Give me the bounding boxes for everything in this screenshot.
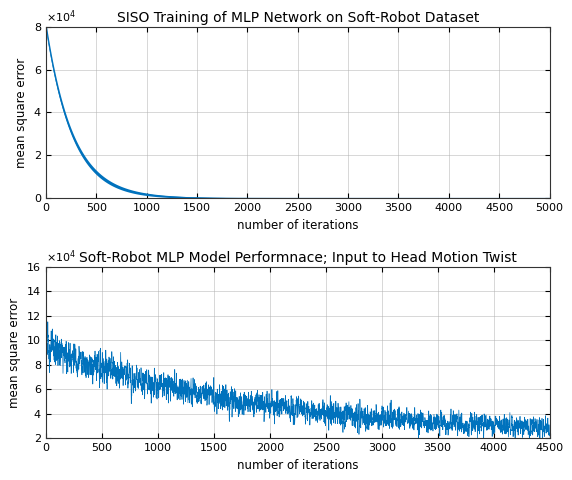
Text: $\times 10^4$: $\times 10^4$ bbox=[46, 8, 76, 25]
X-axis label: number of iterations: number of iterations bbox=[237, 459, 359, 472]
Title: Soft-Robot MLP Model Performnace; Input to Head Motion Twist: Soft-Robot MLP Model Performnace; Input … bbox=[79, 252, 517, 265]
X-axis label: number of iterations: number of iterations bbox=[237, 219, 359, 232]
Title: SISO Training of MLP Network on Soft-Robot Dataset: SISO Training of MLP Network on Soft-Rob… bbox=[117, 12, 479, 25]
Y-axis label: mean square error: mean square error bbox=[9, 297, 21, 408]
Text: $\times 10^4$: $\times 10^4$ bbox=[46, 248, 76, 265]
Y-axis label: mean square error: mean square error bbox=[15, 57, 29, 168]
